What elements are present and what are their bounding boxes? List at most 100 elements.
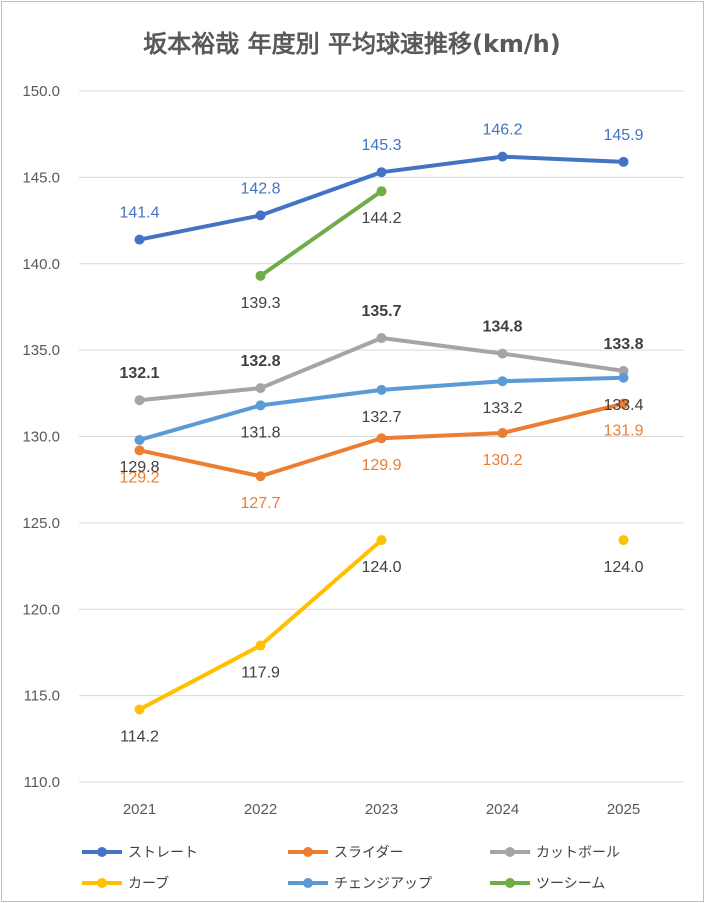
data-point [255, 270, 266, 281]
data-point [618, 398, 629, 409]
legend-item: カットボール [490, 845, 620, 861]
legend-swatch-marker [505, 847, 515, 857]
x-tick-label: 2025 [607, 801, 640, 818]
data-label: 130.2 [482, 452, 522, 469]
data-point [497, 348, 508, 359]
series-line-segment [258, 436, 384, 479]
legend-swatch-marker [303, 847, 313, 857]
y-tick-label: 130.0 [22, 429, 60, 446]
series-line-segment [258, 170, 384, 218]
data-point [497, 151, 508, 162]
y-tick-label: 150.0 [22, 83, 60, 100]
data-label: 127.7 [240, 495, 280, 512]
x-tick-label: 2021 [123, 801, 156, 818]
y-axis-ticks: 110.0 115.0 120.0 125.0 130.0 135.0 140.0 145.0… [22, 83, 60, 791]
data-point [255, 383, 266, 394]
data-label: 132.1 [119, 365, 159, 382]
data-label: 124.0 [361, 559, 401, 576]
data-point [497, 376, 508, 387]
series-line-segment [500, 154, 626, 164]
data-label: 145.3 [361, 137, 401, 154]
series-line-segment [500, 375, 626, 384]
legend-label: スライダー [334, 845, 403, 861]
data-point [618, 372, 629, 383]
gridlines [79, 90, 684, 783]
data-point [376, 535, 387, 546]
data-label: 114.2 [120, 728, 159, 745]
legend-label: ツーシーム [536, 876, 605, 892]
series-line-segment [379, 336, 505, 356]
data-label: 133.2 [482, 400, 522, 417]
series-line-segment [379, 431, 505, 441]
data-point [255, 640, 266, 651]
legend-label: カットボール [536, 845, 620, 861]
data-labels: 141.4 142.8 145.3 146.2 145.9 129.2 127.7 129.9… [119, 122, 643, 746]
series-line-segment [379, 379, 505, 392]
data-label: 142.8 [240, 180, 280, 197]
data-label: 141.4 [119, 205, 159, 222]
legend-label: ストレート [128, 845, 198, 861]
y-tick-label: 135.0 [22, 342, 60, 359]
data-point [376, 384, 387, 395]
series-line-segment [258, 189, 384, 278]
data-label: 139.3 [240, 295, 280, 312]
series-line-segment [137, 643, 263, 712]
series-line-segment [258, 336, 384, 391]
data-point [376, 186, 387, 197]
data-label: 117.9 [241, 665, 280, 682]
series-0 [134, 151, 629, 245]
series-line-segment [500, 351, 626, 373]
legend-item: ツーシーム [490, 876, 605, 892]
series-2 [134, 333, 629, 406]
data-point [134, 395, 145, 406]
data-label: 129.9 [361, 457, 401, 474]
y-tick-label: 120.0 [22, 601, 60, 618]
y-tick-label: 140.0 [22, 256, 60, 273]
x-axis-ticks: 2021 2022 2023 2024 2025 [123, 801, 640, 818]
legend-swatch-marker [303, 878, 313, 888]
data-label: 132.8 [240, 353, 280, 370]
x-tick-label: 2024 [486, 801, 519, 818]
legend-swatch-marker [97, 847, 107, 857]
data-point [134, 234, 145, 245]
data-point [376, 333, 387, 344]
legend-swatch-marker [505, 878, 515, 888]
legend-swatch-marker [97, 878, 107, 888]
series-line-segment [258, 387, 384, 408]
series-line-segment [137, 386, 263, 403]
data-point [255, 210, 266, 221]
data-point [376, 433, 387, 444]
data-label: 129.2 [119, 469, 159, 486]
legend-item: スライダー [288, 845, 403, 861]
series-line-segment [137, 403, 263, 442]
series-1 [134, 398, 629, 482]
data-label: 124.0 [603, 559, 643, 576]
data-point [134, 434, 145, 445]
data-point [618, 156, 629, 167]
data-label: 145.9 [603, 127, 643, 144]
legend-item: チェンジアップ [288, 876, 432, 892]
x-tick-label: 2023 [365, 801, 398, 818]
data-label: 144.2 [361, 210, 401, 227]
data-point [618, 365, 629, 376]
series-layer [134, 151, 629, 715]
y-tick-label: 145.0 [22, 169, 60, 186]
legend-label: カーブ [128, 875, 169, 892]
series-4 [134, 372, 629, 445]
data-label: 134.8 [482, 319, 522, 336]
data-label: 135.7 [361, 303, 401, 320]
y-tick-label: 110.0 [24, 774, 60, 791]
chart-title: 坂本裕哉 年度別 平均球速推移(km/h) [143, 30, 560, 58]
data-point [376, 167, 387, 178]
series-line-segment [379, 154, 505, 175]
data-label: 133.8 [603, 336, 643, 353]
data-label: 133.4 [603, 397, 643, 414]
data-label: 146.2 [482, 122, 522, 139]
data-point [134, 445, 145, 456]
series-line-segment [137, 448, 263, 479]
series-3 [134, 535, 629, 715]
data-point [497, 428, 508, 439]
